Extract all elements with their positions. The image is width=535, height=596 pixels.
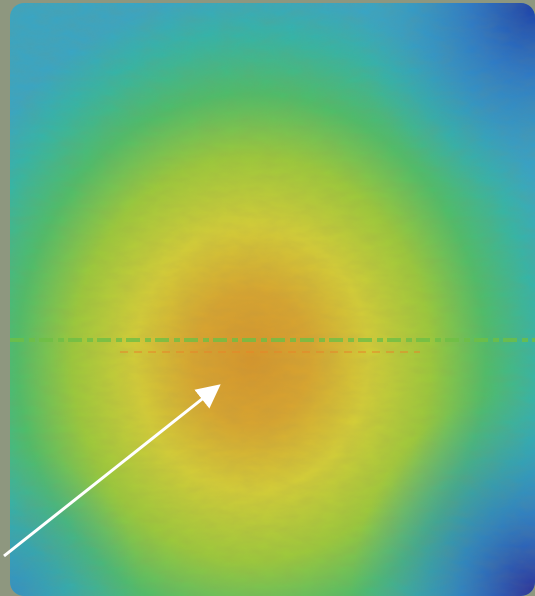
heat-surface: [10, 3, 535, 596]
pointer-arrow: [3, 384, 221, 558]
